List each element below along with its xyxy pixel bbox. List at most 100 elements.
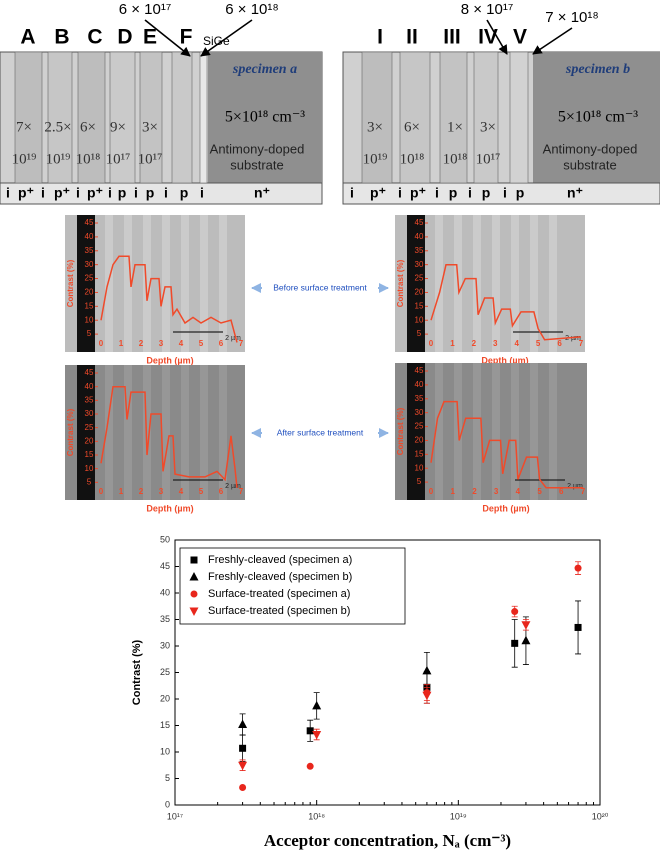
treatment-label-bg (262, 281, 378, 295)
panel-y-tick-label: 15 (85, 450, 94, 459)
panel-y-tick-label: 10 (415, 315, 424, 324)
panel-x-tick-label: 2 (139, 339, 144, 348)
layer-type: p⁺ (18, 185, 34, 201)
x-axis-title: Acceptor concentration, Nₐ (cm⁻³) (264, 831, 511, 850)
panel-x-tick-label: 3 (493, 339, 498, 348)
substrate-label: Antimony-doped (543, 141, 638, 156)
y-axis-title: Contrast (%) (131, 639, 143, 705)
panel-x-tick-label: 3 (159, 339, 164, 348)
layer (14, 51, 43, 184)
sem-stripe (181, 215, 189, 352)
legend-label: Surface-treated (specimen b) (208, 605, 350, 617)
doping-exponent: 10¹⁹ (12, 151, 37, 167)
panel-x-tick-label: 1 (119, 487, 124, 496)
doping-value: 9× (110, 119, 126, 135)
panel-xlabel: Depth (µm) (146, 355, 193, 365)
panel-y-tick-label: 5 (417, 329, 422, 338)
panel-y-tick-label: 40 (85, 382, 94, 391)
specimen-a-substrate (208, 52, 322, 204)
layer (361, 51, 393, 184)
panel-x-tick-label: 0 (429, 487, 434, 496)
substrate-label: substrate (230, 157, 283, 172)
point (511, 639, 519, 647)
layer-letter: III (443, 26, 461, 49)
legend-marker (189, 572, 199, 581)
layer (399, 51, 431, 184)
panel-x-tick-label: 1 (119, 339, 124, 348)
panel-ylabel: Contrast (%) (66, 408, 75, 456)
doping-exponent: 10¹⁷ (476, 151, 501, 167)
layer-letter: F (180, 26, 193, 49)
arrow-label: SiGe (203, 34, 230, 48)
point (238, 761, 248, 771)
sem-stripe (105, 365, 113, 500)
layer-letter: I (377, 26, 383, 49)
x-tick-label: 10¹⁹ (450, 811, 467, 821)
layer-letter: V (513, 26, 527, 49)
y-tick-label: 0 (165, 799, 170, 809)
sem-stripe (511, 363, 519, 500)
layer-type: p (482, 185, 491, 201)
y-tick-label: 20 (160, 693, 170, 703)
panel-x-tick-label: 5 (199, 487, 204, 496)
panel-x-tick-label: 7 (239, 339, 244, 348)
layer-type: p (449, 185, 458, 201)
contrast-profile (430, 400, 583, 489)
arrow-label: 6 × 10¹⁸ (225, 1, 278, 18)
layer (199, 51, 208, 184)
doping-value: 2.5× (44, 119, 71, 135)
sem-stripe (219, 365, 227, 500)
panel-x-tick-label: 6 (559, 487, 564, 496)
sem-dark-strip (77, 215, 95, 352)
doping-value: 3× (480, 119, 496, 135)
panel-ylabel: Contrast (%) (66, 259, 75, 307)
arrow-label: 6 × 10¹⁷ (119, 1, 172, 18)
sem-stripe (181, 365, 189, 500)
point (422, 665, 432, 675)
layer-type: p (118, 185, 127, 201)
doping-exponent: 10¹⁸ (400, 151, 425, 167)
panel-x-tick-label: 4 (179, 339, 184, 348)
panel-ylabel: Contrast (%) (396, 259, 405, 307)
panel-x-tick-label: 6 (219, 339, 224, 348)
scale-bar-label: 2 µm (567, 483, 583, 490)
point (521, 635, 531, 645)
specimen-b-type-row (342, 182, 660, 205)
point (574, 623, 582, 631)
panel-y-tick-label: 45 (85, 218, 94, 227)
legend-marker (190, 556, 198, 564)
point (239, 744, 247, 752)
panel-y-tick-label: 20 (415, 436, 424, 445)
panel-y-tick-label: 15 (85, 301, 94, 310)
y-tick-label: 35 (160, 614, 170, 624)
specimen-b-substrate (533, 52, 660, 204)
point (511, 608, 519, 616)
layer-type: n⁺ (567, 185, 583, 201)
doping-value: 6× (80, 119, 96, 135)
legend-label: Freshly-cleaved (specimen a) (208, 554, 352, 566)
panel-y-tick-label: 30 (415, 408, 424, 417)
layer-type: p⁺ (370, 185, 386, 201)
panel-x-tick-label: 0 (99, 339, 104, 348)
layer-type: n⁺ (254, 185, 270, 201)
point (574, 564, 582, 572)
layer-letter: II (406, 26, 418, 49)
layer-type: i (200, 185, 204, 201)
doping-exponent: 10¹⁹ (363, 151, 388, 167)
panel-y-tick-label: 25 (85, 423, 94, 432)
point (306, 727, 314, 735)
layer-letter: E (143, 26, 157, 49)
panel-y-tick-label: 20 (85, 288, 94, 297)
panel-y-tick-label: 30 (85, 409, 94, 418)
x-tick-label: 10²⁰ (592, 811, 609, 821)
panel-x-tick-label: 7 (579, 339, 584, 348)
panel-y-tick-label: 35 (85, 246, 94, 255)
panel-xlabel: Depth (µm) (482, 503, 529, 513)
sem-stripe (143, 215, 151, 352)
scale-bar-label: 2 µm (225, 483, 241, 490)
panel-x-tick-label: 0 (429, 339, 434, 348)
panel-x-tick-label: 4 (516, 487, 521, 496)
substrate-doping: 5×10¹⁸ cm⁻³ (558, 109, 638, 126)
panel-ylabel: Contrast (%) (396, 407, 405, 455)
